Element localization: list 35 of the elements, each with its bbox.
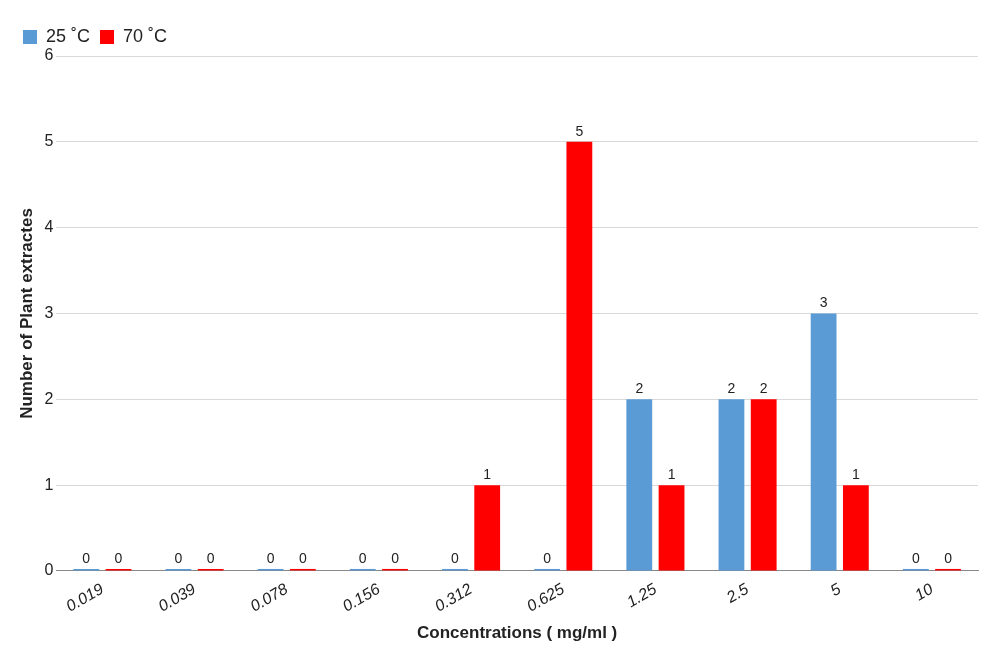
data-label: 1 — [483, 465, 492, 482]
data-label: 3 — [819, 294, 828, 311]
data-label: 1 — [667, 465, 676, 482]
data-label: 5 — [575, 122, 584, 139]
legend-label: 25 ˚C — [46, 25, 91, 46]
x-axis-title: Concentrations ( mg/ml ) — [417, 623, 618, 643]
y-tick-label: 2 — [44, 389, 54, 407]
data-label: 0 — [206, 549, 215, 566]
data-label: 0 — [391, 549, 400, 566]
data-label: 0 — [174, 549, 183, 566]
y-tick-label: 1 — [44, 475, 54, 493]
data-label: 0 — [358, 549, 367, 566]
data-label: 1 — [851, 465, 860, 482]
y-axis-title: Number of Plant extractes — [16, 208, 36, 419]
data-label: 0 — [451, 549, 460, 566]
data-label: 0 — [82, 549, 91, 566]
data-label: 0 — [266, 549, 275, 566]
y-tick-label: 5 — [44, 132, 54, 150]
x-tick-label: 5 — [827, 579, 844, 600]
x-tick-label: 10 — [911, 579, 936, 604]
data-label: 0 — [298, 549, 307, 566]
y-tick-label: 0 — [44, 561, 54, 579]
data-label: 0 — [944, 549, 953, 566]
x-tick-label: 1.25 — [623, 579, 660, 611]
data-label: 2 — [635, 380, 644, 397]
y-tick-label: 4 — [44, 218, 54, 236]
data-label: 0 — [911, 549, 920, 566]
y-tick-label: 6 — [44, 46, 54, 64]
y-tick-label: 3 — [44, 303, 54, 321]
data-label: 2 — [727, 380, 736, 397]
data-label: 2 — [759, 380, 768, 397]
data-label: 0 — [114, 549, 123, 566]
legend-label: 70 ˚C — [123, 25, 168, 46]
x-tick-label: 2.5 — [722, 579, 752, 607]
data-label: 0 — [543, 549, 552, 566]
